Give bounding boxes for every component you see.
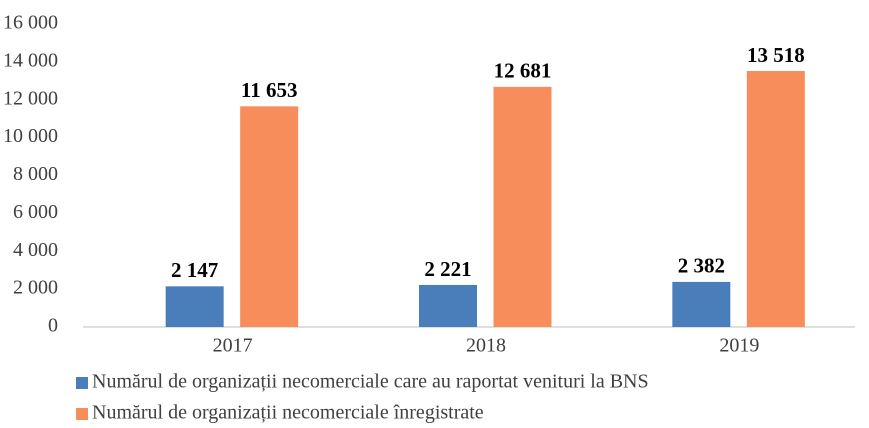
y-tick-label: 14 000 xyxy=(3,49,58,71)
y-tick-label: 0 xyxy=(48,315,58,337)
x-tick-label: 2019 xyxy=(719,335,759,357)
x-tick-label: 2018 xyxy=(466,335,506,357)
bar xyxy=(672,281,731,327)
legend-label: Numărul de organizații necomerciale care… xyxy=(92,371,649,393)
data-label: 2 382 xyxy=(678,254,725,278)
y-tick-label: 4 000 xyxy=(13,239,58,261)
y-tick-label: 6 000 xyxy=(13,201,58,223)
y-tick-label: 8 000 xyxy=(13,163,58,185)
y-tick-label: 16 000 xyxy=(3,12,58,34)
bar xyxy=(746,71,805,328)
bar xyxy=(419,284,477,327)
bar xyxy=(493,86,552,327)
y-tick-label: 10 000 xyxy=(3,125,58,147)
y-tick-label: 2 000 xyxy=(13,277,58,299)
data-label: 12 681 xyxy=(494,59,552,83)
data-label: 11 653 xyxy=(241,78,298,102)
y-tick-label: 12 000 xyxy=(3,87,58,109)
legend-swatch xyxy=(76,377,88,389)
bar xyxy=(240,106,299,327)
data-label: 2 221 xyxy=(424,257,471,281)
x-tick-label: 2017 xyxy=(213,335,253,357)
data-label: 13 518 xyxy=(747,43,805,67)
legend-swatch xyxy=(76,408,88,420)
bar xyxy=(165,286,224,327)
data-label: 2 147 xyxy=(171,258,218,282)
legend-label: Numărul de organizații necomerciale înre… xyxy=(92,402,484,424)
